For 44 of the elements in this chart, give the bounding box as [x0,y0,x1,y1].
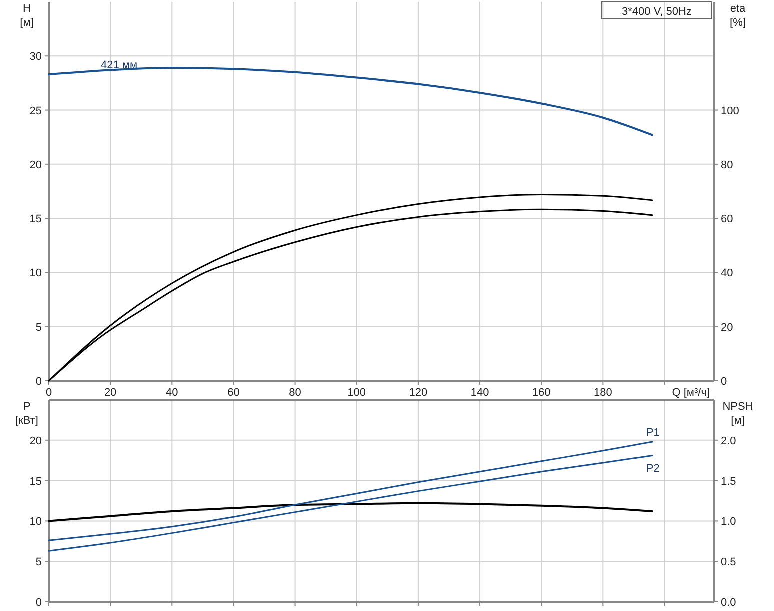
y2-tick-label: 40 [721,268,734,280]
x-tick-label: 20 [104,387,117,399]
y2-tick-label: 1.5 [721,476,736,488]
y2-tick-label: 100 [721,105,740,118]
y2-tick-label: 2.0 [721,435,736,448]
y-tick-label: 10 [30,516,42,528]
y2-axis-title: NPSH [м] [722,401,754,427]
y-tick-label: 10 [30,268,42,280]
x-tick-label: 80 [289,387,302,399]
line-series [48,502,654,522]
y-tick-label: 25 [30,105,42,118]
y-tick-label: 15 [30,476,42,488]
x-axis-title: Q [м³/ч] [672,387,710,399]
series-label: P1 [646,427,660,440]
y2-tick-label: 0 [721,376,728,388]
y-tick-label: 0 [36,597,42,609]
y-axis-title: P [кВт] [16,401,38,427]
x-tick-label: 180 [594,387,612,399]
y-tick-label: 20 [30,159,42,172]
series-label: P2 [646,462,660,475]
line-series [48,67,654,136]
chart-title: 3*400 V, 50Hz [622,6,692,18]
y2-tick-label: 20 [721,322,734,334]
y-tick-label: 15 [30,214,42,226]
x-tick-label: 0 [46,387,52,399]
y2-tick-label: 60 [721,214,734,226]
x-tick-label: 160 [532,387,551,399]
y-tick-label: 5 [36,556,42,569]
y2-axis-title: eta [%] [730,3,747,29]
y-tick-label: 0 [36,376,42,388]
y2-tick-label: 80 [721,159,734,172]
series-label: 421 мм [101,60,138,72]
y-axis-title: H [м] [20,3,34,29]
y-tick-label: 5 [36,322,42,334]
x-tick-label: 60 [228,387,240,399]
y2-tick-label: 0.5 [721,556,736,569]
y-tick-label: 30 [30,51,42,64]
y2-tick-label: 1.0 [721,516,736,528]
x-tick-label: 40 [166,387,178,399]
x-tick-label: 120 [409,387,428,399]
x-tick-label: 140 [470,387,490,399]
x-tick-label: 100 [348,387,366,399]
y-tick-label: 20 [30,435,42,448]
y2-tick-label: 0.0 [721,597,736,609]
